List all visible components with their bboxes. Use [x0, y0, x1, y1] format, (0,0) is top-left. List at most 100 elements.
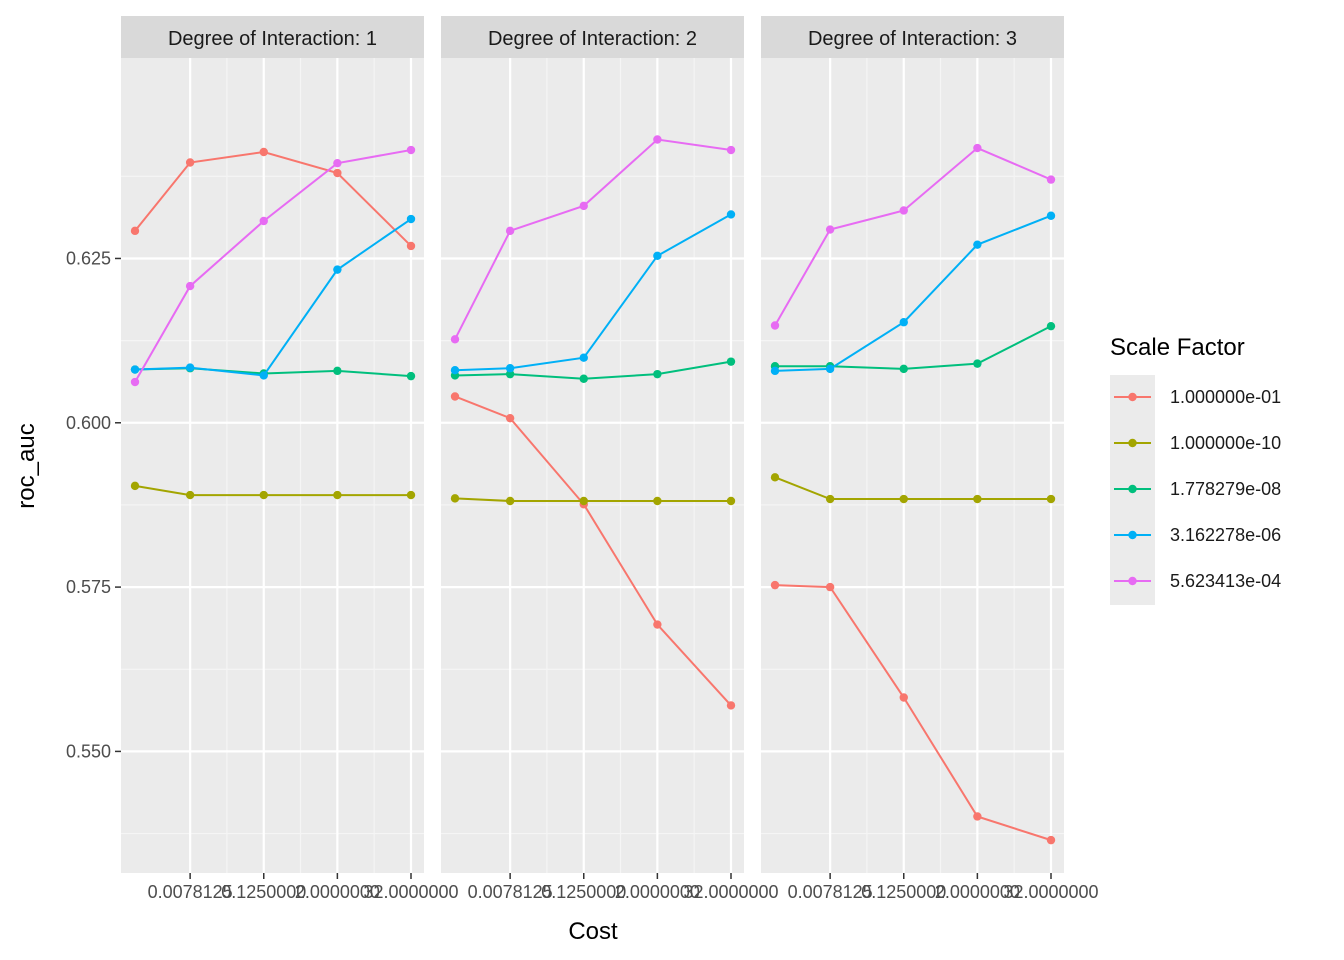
series-5.623413e-04 — [770, 143, 1056, 330]
series-1.000000e-10 — [130, 481, 416, 500]
facet-panel: Degree of Interaction: 1 0.00781250.12500… — [121, 16, 459, 902]
x-tick-label: 0.1250000 — [221, 882, 306, 902]
facet-strip — [761, 16, 1064, 58]
data-point — [505, 496, 515, 506]
series-1.000000e-01 — [130, 147, 416, 251]
legend-label: 3.162278e-06 — [1170, 525, 1281, 545]
data-point — [825, 364, 835, 374]
data-point — [1046, 175, 1056, 184]
legend-key-point — [1128, 392, 1137, 402]
data-point — [333, 168, 342, 178]
data-point — [770, 366, 780, 376]
data-point — [726, 210, 736, 219]
data-point — [185, 490, 195, 500]
data-point — [770, 321, 780, 330]
data-point — [653, 251, 662, 261]
panel-background — [761, 58, 1064, 873]
data-point — [770, 580, 780, 590]
data-point — [770, 473, 780, 482]
data-point — [973, 143, 982, 153]
facet-strip-label: Degree of Interaction: 1 — [168, 28, 377, 50]
y-tick-label: 0.550 — [66, 741, 111, 761]
legend: Scale Factor 1.000000e-01 1.000000e-10 1.7… — [1110, 334, 1281, 605]
data-point — [973, 494, 982, 504]
x-tick-label: 0.0078125 — [788, 882, 873, 902]
data-point — [259, 371, 268, 380]
series-3.162278e-06 — [770, 211, 1056, 376]
legend-item: 1.778279e-08 — [1114, 479, 1281, 499]
y-tick-label: 0.600 — [66, 413, 111, 433]
facet-panel: Degree of Interaction: 3 0.00781250.12500… — [761, 16, 1099, 902]
data-point — [653, 135, 662, 144]
facet-panel: Degree of Interaction: 2 0.00781250.12500… — [441, 16, 779, 902]
legend-items: 1.000000e-01 1.000000e-10 1.778279e-08 3.16… — [1114, 387, 1281, 591]
data-point — [505, 364, 515, 373]
panel-background — [121, 58, 424, 873]
data-point — [726, 701, 736, 710]
data-point — [579, 496, 588, 506]
data-point — [406, 371, 416, 381]
data-point — [579, 353, 588, 362]
legend-label: 5.623413e-04 — [1170, 571, 1281, 591]
data-point — [505, 226, 515, 236]
legend-label: 1.000000e-01 — [1170, 387, 1281, 407]
x-tick-label: 32.0000000 — [683, 882, 778, 902]
x-tick-label: 0.0078125 — [468, 882, 553, 902]
data-point — [899, 494, 908, 504]
series-1.000000e-01 — [770, 580, 1056, 845]
data-point — [653, 620, 662, 629]
series-1.000000e-10 — [450, 494, 736, 506]
data-point — [406, 214, 416, 224]
legend-key-point — [1128, 530, 1137, 540]
data-point — [899, 693, 908, 702]
x-tick-label: 2.0000000 — [935, 882, 1020, 902]
x-tick-label: 2.0000000 — [615, 882, 700, 902]
data-point — [1046, 494, 1056, 504]
data-point — [130, 226, 140, 236]
y-tick-label: 0.575 — [66, 577, 111, 597]
legend-item: 1.000000e-01 — [1114, 387, 1281, 407]
data-point — [333, 158, 342, 168]
facet-strip-label: Degree of Interaction: 3 — [808, 28, 1017, 50]
data-point — [259, 490, 268, 500]
data-point — [259, 147, 268, 157]
series-5.623413e-04 — [450, 135, 736, 344]
facet-panels: Degree of Interaction: 1 0.0078125 0.12500… — [121, 16, 1099, 902]
data-point — [1046, 211, 1056, 220]
x-axis-title: Cost — [568, 918, 618, 945]
data-point — [450, 335, 460, 344]
data-point — [185, 281, 195, 291]
data-point — [505, 413, 515, 423]
x-tick-label: 2.0000000 — [295, 882, 380, 902]
panel-background — [441, 58, 744, 873]
data-point — [973, 359, 982, 368]
data-point — [185, 158, 195, 167]
facet-strip-label: Degree of Interaction: 2 — [488, 28, 697, 50]
data-point — [450, 365, 460, 375]
legend-item: 1.000000e-10 — [1114, 433, 1281, 453]
y-axis: 0.550 0.575 0.600 0.625 — [66, 248, 121, 761]
data-point — [1046, 835, 1056, 845]
legend-key-point — [1128, 576, 1137, 586]
legend-item: 5.623413e-04 — [1114, 571, 1281, 591]
data-point — [130, 377, 140, 387]
data-point — [450, 494, 460, 503]
data-point — [505, 369, 515, 379]
data-point — [973, 812, 982, 821]
data-point — [130, 481, 140, 491]
data-point — [333, 490, 342, 500]
data-point — [333, 366, 342, 376]
legend-item: 3.162278e-06 — [1114, 525, 1281, 545]
data-point — [406, 145, 416, 155]
x-tick-label: 32.0000000 — [1003, 882, 1098, 902]
y-axis-title: roc_auc — [13, 423, 40, 508]
series-1.000000e-10 — [770, 473, 1056, 504]
data-point — [653, 496, 662, 506]
legend-key-point — [1128, 438, 1137, 448]
data-point — [333, 265, 342, 274]
facet-strip — [121, 16, 424, 58]
data-point — [899, 364, 908, 374]
data-point — [899, 206, 908, 215]
data-point — [185, 363, 195, 372]
legend-key-point — [1128, 484, 1137, 494]
